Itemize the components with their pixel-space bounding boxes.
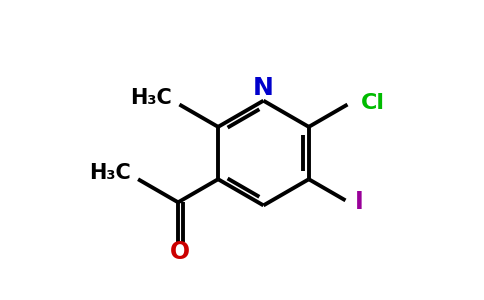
Text: H₃C: H₃C <box>89 163 130 183</box>
Text: N: N <box>253 76 274 100</box>
Text: I: I <box>355 190 363 214</box>
Text: O: O <box>170 240 191 264</box>
Text: Cl: Cl <box>362 93 385 113</box>
Text: H₃C: H₃C <box>130 88 172 108</box>
